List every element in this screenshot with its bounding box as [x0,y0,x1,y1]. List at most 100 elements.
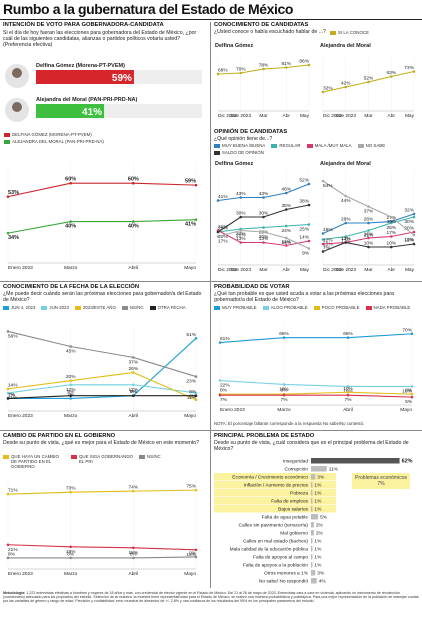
point [307,239,311,243]
legend-label: QUE SIGA GOBERNANDO EL PRI [79,454,133,464]
value-label: 59% [112,73,132,84]
point [321,90,325,94]
bar [311,530,314,536]
legend: MUY BUENA /BUENA REGULAR MALA /MUY MALA NO … [214,143,420,155]
x-tick-label: Abr [283,113,291,119]
x-tick-label: Ene 2023 [230,113,251,119]
value-label: 60% [128,177,139,183]
value-label: 8% [130,551,138,557]
value-label: 7% [220,397,228,403]
probability-trend: Enero 2023 Marzo Abril Mayo 61% 66% 66% 70% 22% 1… [218,324,414,413]
x-tick-label: Mayo [184,265,196,271]
x-tick-label: Ene 2023 [230,267,251,273]
x-tick-label: Abr [388,113,396,119]
point [262,215,265,219]
point [6,231,10,235]
point [239,241,243,244]
avatar-head [12,102,22,112]
legend-label: MUY BUENA /BUENA [222,143,266,148]
point [321,179,325,183]
series-line [7,395,196,399]
value-label: 15% [323,242,333,248]
section-subtitle: ¿Me puede decir cuándo serán las próxima… [3,291,202,304]
point [367,245,370,249]
x-tick-label: Ene 2023 [335,113,356,119]
bar [311,538,313,544]
value-label: 74% [129,485,139,491]
point [69,397,72,400]
point [307,223,311,226]
panel-title: Alejandra del Moral [320,43,371,49]
point [321,232,325,235]
point [69,345,72,348]
value-label: 1% [314,539,322,545]
series-line [7,330,197,378]
series-line [7,219,197,234]
section-subtitle: ¿Qué opinión tiene de...? [214,136,273,142]
point [194,488,198,492]
value-label: 2% [316,523,324,529]
category-label: Otros menores a 1% [264,571,309,577]
point [6,387,10,391]
value-label: 13% [259,236,269,242]
point [194,391,198,395]
section-subtitle: ¿Qué tan probable es que usted acuda a v… [214,291,394,304]
x-tick-label: Mar [364,267,373,273]
value-label: 17% [129,387,139,393]
point [344,85,348,89]
value-label: 22% [236,231,246,237]
value-label: 60% [65,177,76,183]
value-label: 17% [66,387,76,393]
point [194,218,198,221]
value-label: 40% [128,224,139,230]
legend-swatch [262,305,269,310]
point [69,394,72,397]
panel-title: Delfina Gómez [215,43,253,49]
value-label: 26% [129,366,139,372]
point [262,226,265,229]
value-label: 41% [82,107,102,118]
value-label: 86% [299,59,309,65]
divider [0,430,422,431]
point [194,548,198,552]
point [6,195,10,198]
x-tick-label: May [300,113,310,119]
value-label: 78% [259,63,269,69]
x-tick-label: Dic 2022 [323,113,342,119]
point [412,70,416,73]
point [239,229,243,232]
legend-item: NS/NC [121,305,144,310]
legend-swatch [330,30,336,35]
legend-swatch [149,305,156,310]
legend-label: MUY PROBABLE [222,305,257,310]
value-label: 18% [404,237,414,243]
change-trend: Enero 2023 Marzo Abril Mayo 71% 73% 74% 75% 21% 1… [6,480,198,577]
x-tick-label: Abril [129,571,139,577]
category-label: No sabe/ No respondió [259,579,308,585]
point [132,371,135,374]
panel-title: Delfina Gómez [215,161,253,167]
series-line [7,384,197,394]
point [282,393,286,397]
legend: MUY PROBABLE ALGO PROBABLE POCO PROBABLE NA… [214,305,420,310]
legend-item: SALDO DE OPINIÓN [214,150,264,155]
value-label: 52% [364,76,374,82]
section-subtitle: ¿Usted conoce o había escuchado hablar d… [214,29,326,35]
section-title: INTENCIÓN DE VOTO PARA GOBERNADORA-CANDI… [3,22,164,28]
x-tick-label: Abril [343,407,353,413]
divider [210,22,211,588]
series-line [7,544,197,551]
value-label: 73% [66,486,76,492]
value-label: 26% [364,217,374,223]
point [344,235,348,238]
x-tick-label: Ene 2023 [335,267,356,273]
point [307,203,311,207]
legend-label: MALA /MUY MALA [314,143,352,148]
point [282,383,286,386]
x-tick-label: Abr [388,267,396,273]
value-label: 51% [186,332,196,338]
point [132,394,135,397]
point [410,332,414,336]
legend-item: JUN 2023 [41,305,69,310]
